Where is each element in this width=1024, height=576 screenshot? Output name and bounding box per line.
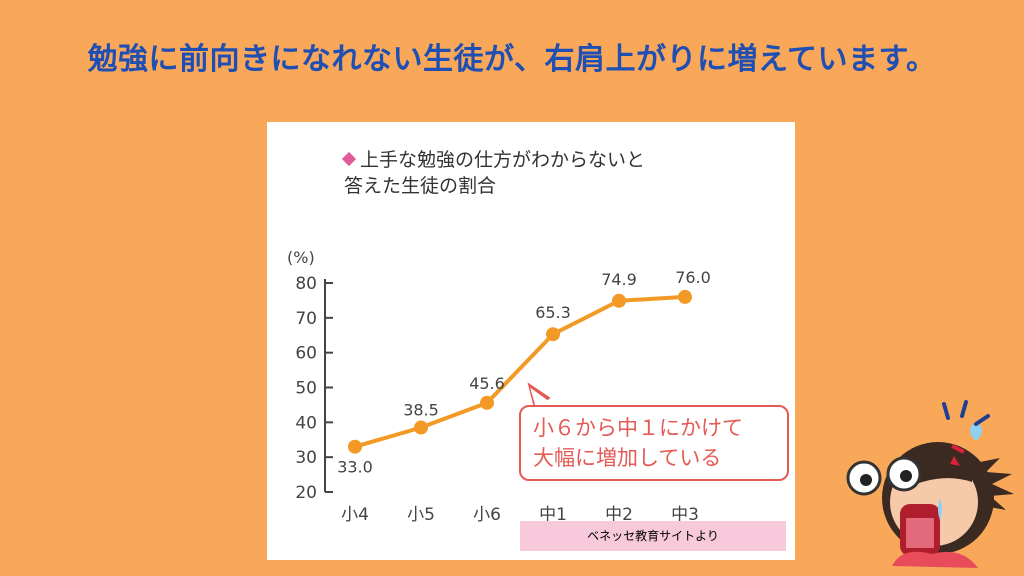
data-value-label: 74.9: [601, 270, 637, 289]
y-axis-unit-label: (%): [287, 248, 315, 267]
x-tick-label: 小6: [473, 505, 501, 525]
x-tick-label: 小5: [407, 505, 435, 525]
data-point: [348, 439, 362, 454]
y-tick-label: 70: [295, 309, 317, 329]
page-headline: 勉強に前向きになれない生徒が、右肩上がりに増えています。: [87, 42, 937, 77]
x-tick-label: 中2: [605, 505, 633, 525]
data-value-label: 45.6: [469, 374, 505, 393]
y-tick-label: 50: [295, 379, 317, 399]
chart-title: 上手な勉強の仕方がわからないと 答えた生徒の割合: [341, 147, 646, 199]
data-value-label: 65.3: [535, 303, 571, 322]
chart-title-line1: 上手な勉強の仕方がわからないと: [360, 149, 646, 171]
source-label: ベネッセ教育サイトより: [520, 521, 786, 551]
chart-panel: 上手な勉強の仕方がわからないと 答えた生徒の割合 (%) 20 30 40 50 60 70…: [267, 122, 795, 560]
line-chart: (%) 20 30 40 50 60 70 80 小4 小5 小6 中1 中2 中3 33.0 38.5 45.…: [287, 248, 711, 525]
data-point: [414, 420, 428, 435]
data-point: [546, 327, 560, 342]
y-tick-label: 40: [295, 413, 317, 433]
x-tick-label: 中1: [539, 505, 567, 525]
data-point: [612, 293, 626, 308]
y-tick-label: 30: [295, 448, 317, 468]
x-tick-label: 小4: [341, 505, 369, 525]
annotation-line1: 小６から中１にかけて: [533, 416, 743, 440]
chart-title-line2: 答えた生徒の割合: [344, 175, 497, 197]
annotation-line2: 大幅に増加している: [533, 446, 722, 470]
series-line: [354, 294, 686, 449]
shocked-character-illustration: [842, 398, 1018, 574]
annotation-callout: 小６から中１にかけて 大幅に増加している: [519, 405, 789, 481]
x-tick-label: 中3: [671, 505, 699, 525]
data-point: [480, 395, 494, 410]
y-tick-label: 20: [295, 483, 317, 503]
y-tick-label: 80: [295, 274, 317, 294]
y-tick-label: 60: [295, 344, 317, 364]
data-value-label: 76.0: [675, 268, 711, 287]
data-value-label: 33.0: [337, 458, 373, 477]
data-point: [678, 289, 692, 304]
data-value-label: 38.5: [403, 401, 439, 420]
